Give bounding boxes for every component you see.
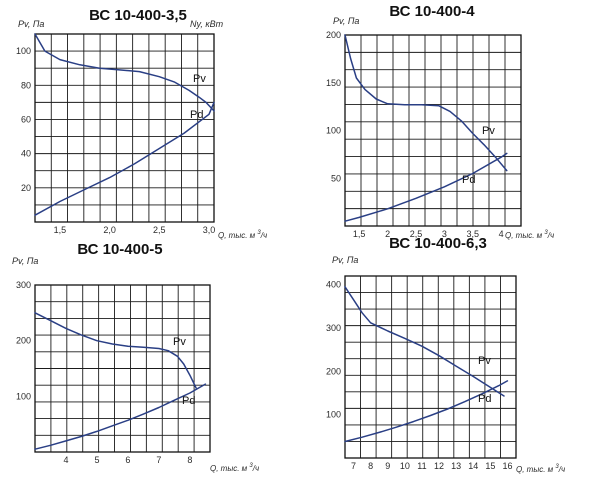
chart-title: ВС 10-400-5 [77,241,162,258]
y-tick-label: 300 [326,323,341,333]
x-tick-label: 10 [400,461,410,471]
y-tick-label: 100 [16,46,31,56]
x-tick-label: 12 [434,461,444,471]
chart-title: ВС 10-400-4 [389,3,475,20]
x-tick-label: 4 [499,229,504,239]
y-tick-label: 100 [326,410,341,420]
x-tick-label: 4 [63,455,68,465]
curve-pd [344,380,509,443]
y2-axis-label: Ny, кВт [190,19,224,29]
x-axis-label: Q, тыс. м 3/ч [210,463,259,473]
chart-title: ВС 10-400-6,3 [389,235,487,252]
x-axis-label: Q, тыс. м 3/ч [218,230,267,240]
curve-pd [34,383,207,450]
chart-1: ВС 10-400-3,5 Pv, Па Ny, кВт Q, тыс. м 3/ч 1… [16,7,267,240]
plot-frame [34,284,211,453]
x-tick-label: 14 [468,461,478,471]
grid [345,35,521,226]
curve-pd [34,101,215,216]
chart-4: ВС 10-400-6,3 Pv, Па Q, тыс. м 3/ч 7 8 9 10 11 1… [326,235,565,474]
x-tick-label: 8 [368,461,373,471]
y-tick-label: 60 [21,114,31,124]
x-tick-label: 6 [125,455,130,465]
x-tick-label: 7 [351,461,356,471]
y-tick-label: 200 [16,336,31,346]
x-tick-label: 13 [451,461,461,471]
plot-frame [34,33,215,223]
curve-label-pv: Pv [478,355,491,367]
x-tick-label: 3,5 [466,229,479,239]
y-tick-label: 300 [16,280,31,290]
curve-label-pd: Pd [478,393,491,405]
x-tick-label: 11 [417,461,426,471]
x-tick-label: 2,5 [410,229,423,239]
curve-pv [344,286,505,397]
curve-label-pv: Pv [482,125,495,137]
y-axis-label: Pv, Па [333,16,359,26]
y-tick-label: 100 [326,126,341,136]
x-tick-label: 3,0 [203,225,216,235]
y-tick-label: 400 [326,280,341,290]
x-tick-label: 1,5 [54,225,67,235]
x-axis-label: Q, тыс. м 3/ч [505,230,554,240]
curve-label-pd: Pd [462,174,475,186]
x-tick-label: 2 [385,229,390,239]
plot-frame [344,275,517,459]
y-tick-label: 200 [326,30,341,40]
chart-3: ВС 10-400-5 Pv, Па Q, тыс. м 3/ч 4 5 6 7 8 100 20… [12,241,259,473]
curve-pd [344,152,508,222]
curve-label-pd: Pd [190,109,203,121]
x-tick-label: 9 [385,461,390,471]
y-axis-label: Pv, Па [18,19,44,29]
x-tick-label: 3 [442,229,447,239]
x-tick-label: 5 [94,455,99,465]
x-tick-label: 2,5 [153,225,166,235]
grid [35,285,210,452]
x-tick-label: 8 [187,455,192,465]
y-tick-label: 150 [326,78,341,88]
y-tick-label: 40 [21,149,31,159]
y-tick-label: 200 [326,366,341,376]
y-tick-label: 20 [21,183,31,193]
curve-pv [34,33,215,112]
x-tick-label: 7 [156,455,161,465]
curve-pv [34,312,197,389]
curve-label-pv: Pv [173,336,186,348]
curve-label-pv: Pv [193,73,206,85]
chart-2: ВС 10-400-4 Pv, Па Q, тыс. м 3/ч 1,5 2 2,5 3 3,… [326,3,554,240]
x-tick-label: 1,5 [353,229,366,239]
grid [345,276,516,458]
y-tick-label: 50 [331,173,341,183]
curve-pv [344,34,508,172]
plot-frame [344,34,522,227]
y-tick-label: 80 [21,80,31,90]
curve-label-pd: Pd [182,395,195,407]
x-tick-label: 15 [485,461,495,471]
y-axis-label: Pv, Па [12,256,38,266]
y-tick-label: 100 [16,391,31,401]
grid [35,34,214,222]
x-tick-label: 2,0 [103,225,116,235]
chart-title: ВС 10-400-3,5 [89,7,187,24]
y-axis-label: Pv, Па [332,255,358,265]
x-tick-label: 16 [502,461,512,471]
x-axis-label: Q, тыс. м 3/ч [516,464,565,474]
